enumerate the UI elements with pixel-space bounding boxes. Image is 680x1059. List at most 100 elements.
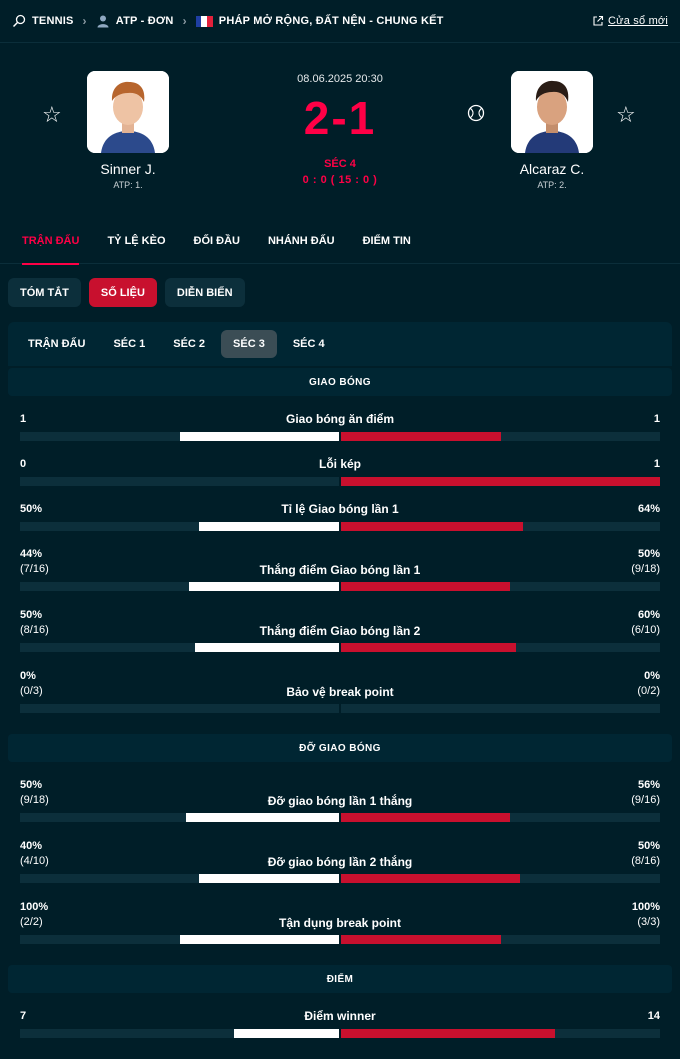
away-bar [341, 935, 501, 944]
stat-away-detail: (9/18) [631, 563, 660, 575]
set-tab-match[interactable]: TRẬN ĐẤU [28, 338, 86, 350]
external-link-icon [593, 15, 604, 26]
stat-label: Bảo vệ break point [286, 685, 394, 699]
stat-bar [20, 1029, 660, 1038]
away-bar [341, 477, 660, 486]
stat-label: Thắng điểm Giao bóng lần 2 [259, 624, 421, 638]
stat-home-value: 50% [20, 503, 43, 515]
favorite-away-star-icon[interactable]: ☆ [616, 102, 636, 127]
stat-home-value: 0 [20, 458, 27, 470]
away-bar [341, 432, 501, 441]
away-bar [341, 813, 511, 822]
home-bar [185, 813, 339, 822]
stat-away-detail: (9/16) [631, 794, 660, 806]
breadcrumb: TENNIS › ATP - ĐƠN › PHÁP MỞ RỘNG, ĐẤT N… [0, 0, 680, 42]
away-bar [341, 643, 517, 652]
away-player-avatar[interactable] [511, 71, 593, 153]
home-player-name[interactable]: Sinner J. [100, 161, 156, 177]
stat-bar [20, 874, 660, 883]
stat-label: Tỉ lệ Giao bóng lần 1 [281, 502, 399, 516]
match-score: 2-1 [303, 92, 377, 144]
stat-label: Giao bóng ăn điểm [285, 412, 394, 426]
new-window-label: Cửa sổ mới [608, 15, 668, 27]
home-bar [195, 643, 339, 652]
section-header-serve: GIAO BÓNG [8, 368, 672, 396]
stat-home-value: 40% [20, 840, 43, 852]
match-header: ☆ Sinner J. ATP: 1. 08.06.2025 20:30 2-1… [0, 42, 680, 210]
breadcrumb-tournament-label: PHÁP MỞ RỘNG, ĐẤT NỆN - CHUNG KẾT [218, 15, 444, 27]
away-bar [341, 522, 523, 531]
france-flag-icon [195, 15, 213, 27]
stat-label: Tận dụng break point [279, 916, 401, 930]
stat-away-value: 64% [637, 503, 660, 515]
stat-label: Lỗi kép [318, 457, 361, 471]
stat-away-detail: (6/10) [631, 624, 660, 636]
stat-home-detail: (8/16) [20, 624, 49, 636]
set-tab-2[interactable]: SÉC 2 [173, 338, 206, 350]
favorite-home-star-icon[interactable]: ☆ [42, 102, 62, 127]
section-header-points: ĐIỂM [8, 965, 672, 993]
user-icon [97, 15, 109, 28]
home-bar [198, 874, 339, 883]
stat-home-value: 7 [20, 1010, 27, 1022]
stat-bar [20, 477, 660, 486]
stat-bar [20, 813, 660, 822]
chevron-right-icon: › [182, 14, 187, 28]
breadcrumb-sport[interactable]: TENNIS [12, 14, 74, 28]
set-tab-1[interactable]: SÉC 1 [113, 338, 146, 350]
stat-away-value: 1 [653, 458, 660, 470]
home-player-avatar[interactable] [87, 71, 169, 153]
stat-label: Đỡ giao bóng lần 1 thắng [267, 794, 413, 808]
stat-home-value: 0% [20, 670, 36, 682]
new-window-link[interactable]: Cửa sổ mới [592, 15, 668, 27]
sub-tabs: TÓM TẮT SỐ LIỆU DIỄN BIẾN [8, 278, 245, 307]
away-player-name[interactable]: Alcaraz C. [519, 161, 585, 177]
section-header-return: ĐỠ GIAO BÓNG [8, 734, 672, 762]
stat-bar [20, 582, 660, 591]
home-player-rank: ATP: 1. [113, 180, 143, 190]
tab-draw[interactable]: NHÁNH ĐẤU [267, 235, 335, 247]
stat-bar [20, 643, 660, 652]
breadcrumb-tournament[interactable]: PHÁP MỞ RỘNG, ĐẤT NỆN - CHUNG KẾT [195, 15, 444, 27]
current-game-score: 0 : 0 ( 15 : 0 ) [302, 174, 378, 186]
stat-bar [20, 935, 660, 944]
stat-home-value: 44% [20, 548, 43, 560]
pill-timeline[interactable]: DIỄN BIẾN [164, 278, 245, 307]
pill-stats[interactable]: SỐ LIỆU [88, 278, 157, 307]
breadcrumb-category[interactable]: ATP - ĐƠN [96, 14, 174, 28]
stat-away-value: 1 [653, 413, 660, 425]
pill-summary[interactable]: TÓM TẮT [8, 278, 81, 307]
stat-home-value: 100% [20, 901, 49, 913]
stat-home-detail: (7/16) [20, 563, 49, 575]
main-tabs: TRẬN ĐẤU TỶ LỆ KÈO ĐỐI ĐẦU NHÁNH ĐẤU ĐIỂ… [0, 222, 680, 265]
away-bar [341, 582, 511, 591]
home-bar [198, 522, 339, 531]
stat-home-detail: (2/2) [20, 916, 43, 928]
stat-bar [20, 522, 660, 531]
stat-bar [20, 704, 660, 713]
stat-away-value: 56% [637, 779, 660, 791]
stat-away-detail: (8/16) [631, 855, 660, 867]
away-bar [341, 874, 520, 883]
stat-away-value: 50% [637, 548, 660, 560]
away-player-rank: ATP: 2. [537, 180, 567, 190]
stat-away-value: 50% [637, 840, 660, 852]
stat-away-detail: (0/2) [637, 685, 660, 697]
stat-home-value: 1 [20, 413, 27, 425]
current-set-label: SÉC 4 [324, 158, 356, 170]
set-tab-3[interactable]: SÉC 3 [221, 330, 277, 358]
tab-match[interactable]: TRẬN ĐẤU [22, 222, 80, 265]
stat-home-value: 50% [20, 779, 43, 791]
set-tab-4[interactable]: SÉC 4 [292, 338, 325, 350]
stats-panel: TRẬN ĐẤU SÉC 1 SÉC 2 SÉC 3 SÉC 4 GIAO BÓ… [8, 322, 672, 1059]
player-photo-icon [511, 71, 593, 153]
home-bar [179, 935, 339, 944]
home-bar [233, 1029, 339, 1038]
tab-h2h[interactable]: ĐỐI ĐẦU [193, 235, 240, 247]
tab-odds[interactable]: TỶ LỆ KÈO [107, 235, 166, 247]
stat-label: Điểm winner [304, 1009, 376, 1023]
stat-label: Đỡ giao bóng lần 2 thắng [267, 855, 413, 869]
stat-away-detail: (3/3) [637, 916, 660, 928]
player-photo-icon [87, 71, 169, 153]
tab-news[interactable]: ĐIỂM TIN [362, 235, 411, 247]
